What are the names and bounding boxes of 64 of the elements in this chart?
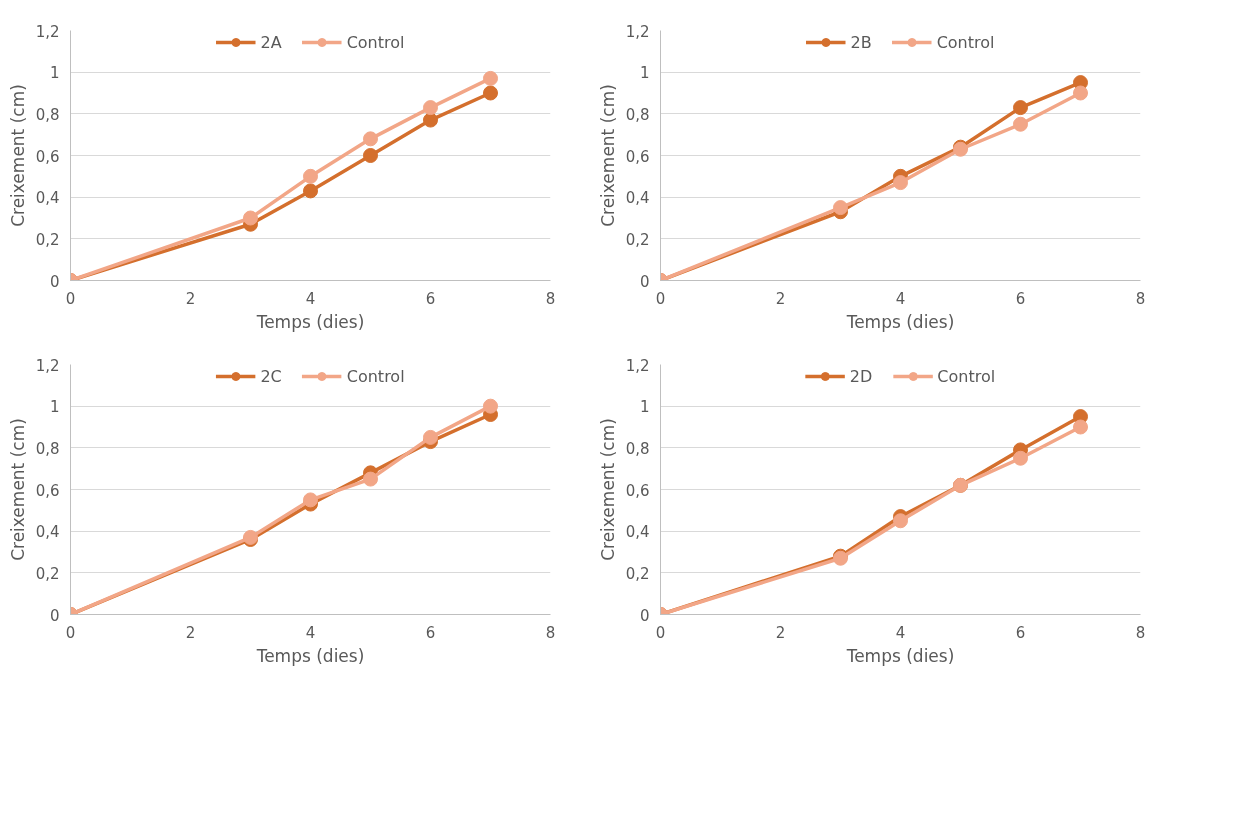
y-axis-title: Creixement (cm) <box>7 84 28 227</box>
y-tick-label: 1,2 <box>625 356 650 375</box>
y-tick-label: 0,4 <box>625 523 650 542</box>
y-tick-label: 0 <box>639 272 650 291</box>
x-tick-label: 0 <box>65 289 76 308</box>
y-axis-title: Creixement (cm) <box>597 84 618 227</box>
y-tick-label: 0,2 <box>35 230 60 249</box>
y-tick-label: 0,2 <box>625 230 650 249</box>
legend-label: 2D <box>849 366 873 386</box>
y-tick-label: 0,6 <box>35 481 60 500</box>
x-tick-label: 0 <box>655 289 666 308</box>
y-tick-label: 0,2 <box>625 564 650 583</box>
y-tick-label: 0,4 <box>625 189 650 208</box>
x-tick-label: 4 <box>895 623 906 642</box>
y-tick-label: 0,2 <box>35 564 60 583</box>
y-tick-label: 0,6 <box>625 481 650 500</box>
legend-label: Control <box>346 366 405 386</box>
y-tick-label: 1 <box>639 398 650 417</box>
legend-label: Control <box>937 366 996 386</box>
y-tick-label: 0,4 <box>35 523 60 542</box>
x-tick-label: 2 <box>775 289 786 308</box>
legend-label: Control <box>346 32 405 52</box>
x-tick-label: 0 <box>65 623 76 642</box>
y-tick-label: 0 <box>49 272 60 291</box>
x-tick-label: 4 <box>895 289 906 308</box>
y-axis-title: Creixement (cm) <box>7 418 28 561</box>
y-axis-title: Creixement (cm) <box>597 418 618 561</box>
legend-label: 2A <box>260 32 282 52</box>
x-tick-label: 4 <box>305 289 316 308</box>
y-tick-label: 1 <box>49 64 60 83</box>
x-tick-label: 8 <box>545 623 556 642</box>
x-tick-label: 6 <box>1015 289 1026 308</box>
x-axis-title: Temps (dies) <box>845 645 955 666</box>
x-tick-label: 8 <box>545 289 556 308</box>
x-tick-label: 8 <box>1135 623 1146 642</box>
y-tick-label: 0 <box>49 606 60 625</box>
x-tick-label: 2 <box>185 623 196 642</box>
x-axis-title: Temps (dies) <box>255 311 365 332</box>
x-tick-label: 2 <box>775 623 786 642</box>
y-tick-label: 0,6 <box>35 147 60 166</box>
x-tick-label: 8 <box>1135 289 1146 308</box>
y-tick-label: 1 <box>49 398 60 417</box>
y-tick-label: 0,8 <box>35 439 60 458</box>
y-tick-label: 0,4 <box>35 189 60 208</box>
y-tick-label: 0,8 <box>35 105 60 124</box>
x-tick-label: 4 <box>305 623 316 642</box>
legend-label: 2B <box>850 32 872 52</box>
y-tick-label: 1,2 <box>625 22 650 41</box>
x-axis-title: Temps (dies) <box>845 311 955 332</box>
y-tick-label: 1 <box>639 64 650 83</box>
legend-label: Control <box>936 32 995 52</box>
x-tick-label: 6 <box>425 289 436 308</box>
x-axis-title: Temps (dies) <box>255 645 365 666</box>
y-tick-label: 1,2 <box>35 22 60 41</box>
x-tick-label: 6 <box>425 623 436 642</box>
y-tick-label: 0,8 <box>625 105 650 124</box>
x-tick-label: 2 <box>185 289 196 308</box>
legend-label: 2C <box>260 366 282 386</box>
y-tick-label: 0 <box>639 606 650 625</box>
x-tick-label: 0 <box>655 623 666 642</box>
y-tick-label: 0,6 <box>625 147 650 166</box>
x-tick-label: 6 <box>1015 623 1026 642</box>
y-tick-label: 1,2 <box>35 356 60 375</box>
y-tick-label: 0,8 <box>625 439 650 458</box>
